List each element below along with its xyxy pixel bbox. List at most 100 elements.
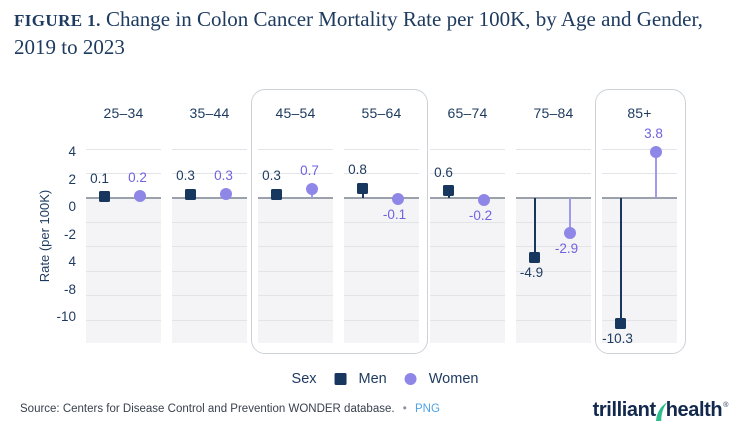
trilliant-health-logo: trilliant health ®: [593, 399, 728, 421]
zero-axis-line: [258, 197, 333, 199]
women-data-marker: [219, 188, 232, 201]
gridline: [258, 246, 333, 248]
gridline: [602, 148, 677, 150]
highlight-box: [595, 89, 686, 354]
gridline: [258, 148, 333, 150]
y-tick-label: 0: [68, 199, 76, 214]
men-value-label: 0.8: [348, 162, 367, 178]
gridline: [344, 295, 419, 297]
source-text: Source: Centers for Disease Control and …: [20, 403, 395, 415]
figure-number-label: FIGURE 1.: [14, 11, 101, 30]
zero-axis-line: [516, 197, 591, 199]
gridline: [344, 270, 419, 272]
gridline: [430, 319, 505, 321]
gridline: [516, 270, 591, 272]
legend-item-women: Women: [404, 371, 479, 387]
gridline: [344, 221, 419, 223]
women-data-marker: [305, 183, 318, 196]
men-value-label: 0.3: [176, 168, 195, 184]
men-data-marker: [271, 188, 282, 200]
y-tick-label: 4: [68, 254, 76, 269]
women-value-label: 0.3: [214, 168, 233, 184]
zero-axis-line: [344, 197, 419, 199]
bullet-separator: •: [402, 403, 407, 415]
men-data-marker: [99, 191, 110, 203]
y-tick-label: 2: [68, 171, 76, 187]
age-group-label: 85+: [627, 105, 652, 121]
age-group-label: 65–74: [447, 105, 488, 121]
gridline: [344, 319, 419, 321]
women-value-label: -0.1: [382, 206, 407, 222]
chart-legend: Sex Men Women: [292, 370, 479, 388]
logo-swoosh-icon: [655, 402, 667, 421]
gridline: [258, 319, 333, 321]
women-stem: [654, 151, 657, 198]
men-stem: [619, 198, 622, 324]
gridline: [172, 221, 247, 223]
gridline: [86, 270, 161, 272]
gridline: [430, 246, 505, 248]
gridline: [430, 148, 505, 150]
gridline: [172, 173, 247, 175]
gridline: [258, 295, 333, 297]
women-marker-icon: [404, 373, 417, 385]
gridline: [258, 221, 333, 223]
men-data-marker: [185, 188, 196, 200]
women-stem: [568, 198, 571, 234]
gridline: [430, 295, 505, 297]
men-value-label: -4.9: [519, 265, 544, 281]
gridline: [172, 246, 247, 248]
gridline: [86, 148, 161, 150]
women-data-marker: [563, 227, 576, 240]
gridline: [516, 246, 591, 248]
gridline: [86, 246, 161, 248]
gridline: [602, 173, 677, 175]
age-group-label: 75–84: [533, 105, 574, 121]
gridline: [516, 148, 591, 150]
women-data-marker: [133, 189, 146, 202]
men-value-label: -10.3: [602, 331, 633, 347]
highlight-box: [251, 89, 428, 354]
men-data-marker: [529, 252, 540, 264]
gridline: [258, 173, 333, 175]
gridline: [602, 270, 677, 272]
men-value-label: 0.6: [434, 164, 453, 180]
gridline: [172, 295, 247, 297]
men-marker-icon: [334, 373, 347, 385]
gridline: [430, 270, 505, 272]
gridline: [344, 246, 419, 248]
women-value-label: 3.8: [644, 125, 663, 141]
legend-title: Sex: [291, 371, 317, 387]
logo-word-trilliant: trilliant: [592, 399, 656, 421]
gridline: [86, 295, 161, 297]
men-stem: [533, 198, 536, 258]
gridline: [172, 319, 247, 321]
y-tick-label: 4: [68, 144, 76, 159]
women-value-label: -2.9: [554, 240, 579, 256]
men-data-marker: [443, 185, 454, 197]
gridline: [602, 221, 677, 223]
men-value-label: 0.1: [90, 170, 109, 186]
source-line: Source: Centers for Disease Control and …: [20, 403, 440, 415]
zero-axis-line: [430, 197, 505, 199]
figure-title-text: Change in Colon Cancer Mortality Rate pe…: [14, 7, 703, 59]
legend-women-label: Women: [428, 371, 479, 387]
women-data-marker: [391, 193, 404, 206]
age-group-label: 35–44: [189, 105, 230, 121]
gridline: [86, 221, 161, 223]
women-data-marker: [649, 145, 662, 158]
png-download-link[interactable]: PNG: [415, 403, 440, 415]
legend-item-men: Men: [334, 371, 387, 387]
women-data-marker: [477, 194, 490, 207]
men-data-marker: [357, 182, 368, 194]
zero-axis-line: [602, 197, 677, 199]
gridline: [86, 173, 161, 175]
gridline: [344, 173, 419, 175]
legend-men-label: Men: [358, 371, 387, 387]
gridline: [516, 173, 591, 175]
gridline: [172, 148, 247, 150]
gridline: [172, 270, 247, 272]
y-tick-label: -8: [63, 281, 76, 297]
